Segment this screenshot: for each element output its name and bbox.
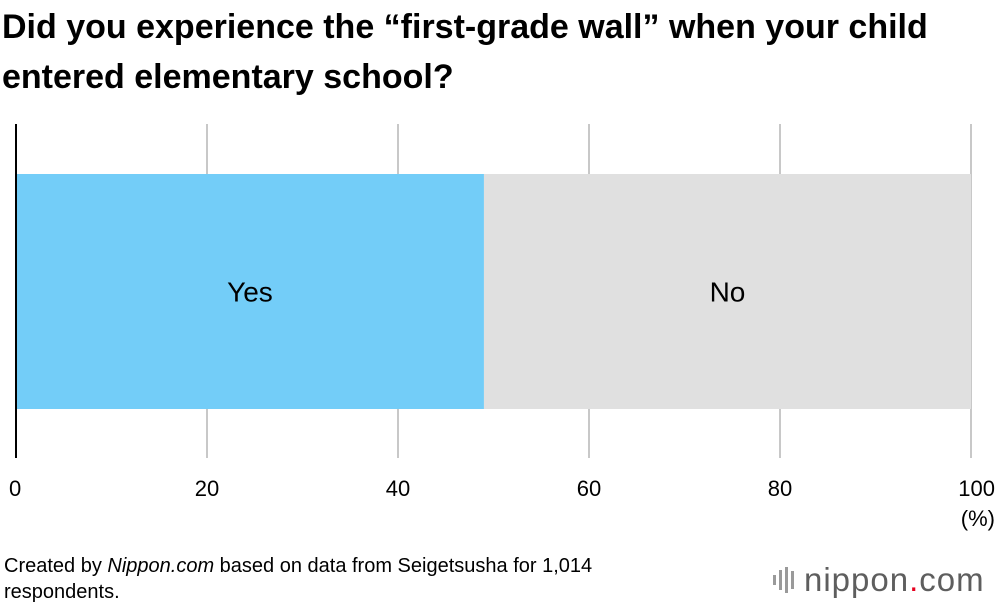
unit-label: (%)	[961, 506, 995, 531]
source-name: Nippon.com	[107, 555, 215, 577]
bar-label-no: No	[710, 277, 746, 308]
source-note: Created by Nippon.com based on data from…	[4, 553, 704, 605]
logo-tld: com	[919, 561, 985, 598]
tick-label-0: 0	[9, 476, 21, 501]
logo-wordmark: nippon.com	[804, 561, 985, 599]
tick-label-60: 60	[577, 476, 601, 501]
tick-label-80: 80	[768, 476, 792, 501]
source-prefix: Created by	[4, 555, 108, 577]
bar-label-yes: Yes	[227, 277, 273, 308]
tick-label-40: 40	[386, 476, 410, 501]
tick-label-20: 20	[195, 476, 219, 501]
tick-label-100: 100	[958, 476, 995, 501]
bar-no	[483, 174, 971, 409]
nippon-logo: nippon.com	[772, 560, 998, 600]
logo-main: nippon	[804, 561, 910, 598]
nippon-logo-icon	[773, 567, 794, 593]
chart-title: Did you experience the “first-grade wall…	[2, 8, 928, 96]
source-suffix: based on data from Seigetsusha for 1,014…	[4, 555, 593, 603]
stacked-bar-chart: Yes No 0 20 40 60 80 100 (%)	[9, 124, 995, 531]
logo-dot: .	[909, 561, 920, 598]
bar-yes	[16, 174, 484, 409]
